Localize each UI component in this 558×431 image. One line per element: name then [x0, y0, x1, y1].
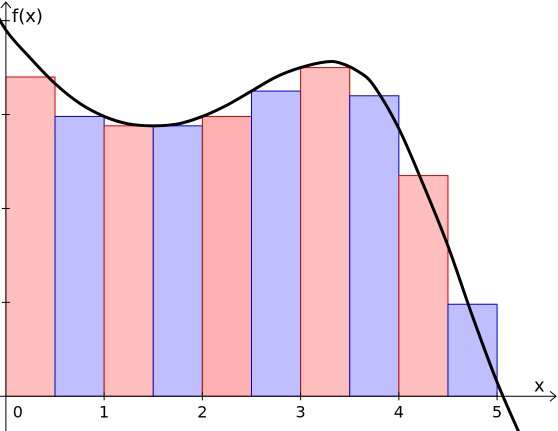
- bar-0: [5, 76, 56, 397]
- bar-1: [54, 115, 105, 397]
- x-tick-label-3: 3: [296, 402, 306, 421]
- x-axis-arrow: [549, 390, 557, 402]
- bar-3: [152, 125, 203, 397]
- x-tick-label-5: 5: [492, 402, 502, 421]
- bar-2: [103, 125, 154, 397]
- y-axis-arrow: [0, 1, 12, 9]
- x-axis-label: x: [534, 375, 545, 396]
- bar-7: [349, 95, 400, 397]
- bar-6: [300, 67, 351, 397]
- bar-4: [201, 115, 252, 397]
- y-axis-label: f(x): [12, 6, 43, 27]
- bar-8: [398, 175, 449, 397]
- x-tick-label-0: 0: [13, 402, 23, 421]
- x-tick-label-1: 1: [99, 402, 109, 421]
- bars-layer: [5, 67, 498, 397]
- ticks-layer: 01234501234: [1, 20, 502, 421]
- bar-5: [250, 90, 302, 397]
- x-tick-label-4: 4: [394, 402, 404, 421]
- function-curve: [0, 17, 520, 431]
- x-tick-label-2: 2: [197, 402, 207, 421]
